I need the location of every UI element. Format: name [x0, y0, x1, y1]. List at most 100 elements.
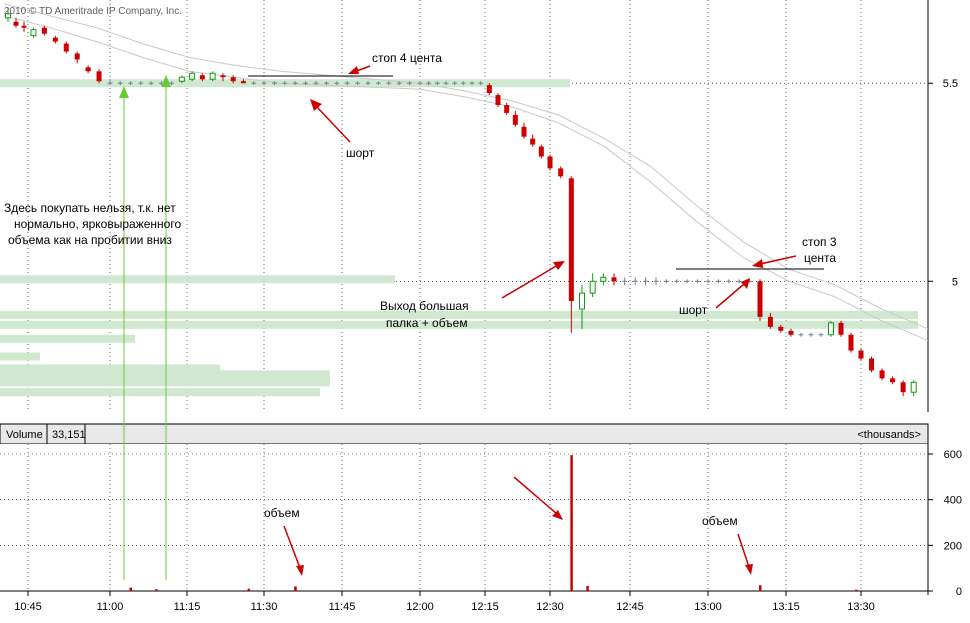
candle-body-up — [579, 292, 585, 310]
annotation-note-line-1: Здесь покупать нельзя, т.к. нет — [4, 201, 176, 215]
candle-body-down — [568, 178, 574, 302]
time-tick-label: 12:15 — [471, 601, 499, 613]
time-tick-label: 11:15 — [174, 601, 201, 613]
time-tick-label: 12:30 — [536, 601, 564, 613]
volume-bar — [247, 588, 251, 591]
volume-label: Volume — [6, 429, 43, 441]
volume-bars — [129, 455, 858, 591]
arrow-short-2 — [715, 278, 750, 309]
volume-profile-bar — [0, 370, 330, 379]
volume-bar — [570, 455, 573, 591]
annotation-exit-line-2: палка + объем — [386, 316, 468, 330]
candle-body-up — [209, 72, 216, 80]
candle-body-down — [778, 326, 784, 331]
time-tick-label: 11:45 — [329, 601, 356, 613]
candle-body-down — [63, 43, 69, 52]
price-tick-label: 5.5 — [943, 78, 958, 90]
candles — [5, 7, 917, 397]
candle-body-down — [230, 77, 236, 82]
annotation-stop-4: стоп 4 цента — [372, 51, 442, 65]
annotation-short-2: шорт — [679, 303, 708, 317]
candle-body-up — [178, 76, 185, 82]
candle-body-down — [538, 146, 544, 157]
candle-body-down — [512, 114, 518, 125]
annotation-volume-1: объем — [264, 506, 300, 520]
candle-body-up — [910, 381, 917, 393]
candle-body-down — [495, 95, 501, 105]
arrow-exit — [501, 261, 565, 299]
candle-body-down — [848, 334, 854, 351]
candle-body-down — [521, 126, 527, 137]
arrow-volume-center — [513, 476, 563, 520]
candle-body-down — [869, 358, 875, 371]
candle-body-up — [589, 280, 596, 294]
volume-profile-bar — [0, 334, 135, 343]
time-axis — [0, 595, 970, 618]
time-tick-label: 12:45 — [616, 601, 644, 613]
copyright-text: 2010 © TD Ameritrade IP Company, Inc. — [4, 6, 182, 17]
candle-body-down — [890, 378, 896, 383]
candle-body-down — [21, 25, 27, 28]
volume-profile-bar — [0, 364, 220, 373]
annotation-note-line-3: объема как на пробитии вниз — [8, 233, 172, 247]
candle-body-down — [788, 330, 794, 335]
candle-body-down — [547, 156, 553, 169]
volume-bar — [129, 587, 133, 591]
candle-body-down — [838, 322, 844, 335]
volume-profile-bar — [0, 320, 918, 329]
volume-panel — [0, 444, 928, 591]
moving-average-line — [3, 15, 929, 342]
candle-body-down — [757, 281, 763, 317]
arrow-short-1 — [310, 99, 351, 143]
volume-grid: 600 400 200 0 — [0, 444, 962, 598]
time-axis-labels: 10:45 11:00 11:15 11:30 11:45 12:00 12:15 12:30… — [14, 591, 875, 613]
candle-body-up — [189, 72, 196, 80]
volume-units: <thousands> — [857, 429, 921, 441]
annotation-stop-3-line-2: цента — [804, 251, 836, 265]
arrow-volume-2 — [737, 533, 753, 575]
candle-body-down — [52, 37, 58, 42]
candle-body-down — [199, 75, 205, 80]
candle-body-down — [530, 138, 536, 145]
volume-profile-bar — [0, 310, 918, 319]
arrow-stop-3 — [752, 255, 797, 268]
green-arrowhead-1 — [119, 86, 129, 98]
candle-body-up — [30, 29, 37, 37]
annotation-stop-3-line-1: стоп 3 — [802, 235, 837, 249]
time-tick-label: 11:30 — [251, 601, 278, 613]
candle-body-down — [767, 316, 773, 327]
annotation-note-line-2: нормально, ярковыраженного — [14, 217, 181, 231]
price-panel — [0, 0, 928, 412]
time-tick-label: 13:30 — [847, 601, 875, 613]
volume-profile-bar — [0, 388, 320, 397]
volume-bar — [759, 585, 762, 591]
time-tick-label: 10:45 — [14, 601, 42, 613]
volume-header — [0, 423, 929, 445]
candle-body-up — [828, 322, 834, 336]
time-tick-label: 11:00 — [97, 601, 124, 613]
candle-body-down — [240, 81, 246, 84]
arrow-stop-4 — [348, 65, 371, 74]
candle-body-down — [85, 67, 91, 72]
candle-body-down — [611, 277, 617, 282]
volume-tick-label: 600 — [944, 449, 962, 461]
time-tick-label: 13:15 — [772, 601, 800, 613]
price-tick-label: 5 — [952, 276, 958, 288]
volume-tick-label: 400 — [944, 495, 962, 507]
candle-body-down — [504, 104, 510, 113]
annotation-volume-2: объем — [702, 514, 738, 528]
volume-profile-bar — [0, 352, 40, 361]
candle-body-up — [600, 276, 607, 282]
volume-tick-label: 200 — [944, 540, 962, 552]
green-arrowhead-2 — [161, 75, 171, 87]
volume-profile-bar — [0, 378, 330, 387]
price-axis-panel — [928, 0, 970, 412]
volume-value: 33,151 — [52, 429, 86, 441]
candle-body-down — [858, 350, 864, 359]
annotation-exit-line-1: Выход большая — [380, 299, 469, 313]
volume-profile-bar — [0, 275, 395, 284]
candle-body-down — [220, 75, 226, 78]
time-tick-label: 13:00 — [694, 601, 722, 613]
